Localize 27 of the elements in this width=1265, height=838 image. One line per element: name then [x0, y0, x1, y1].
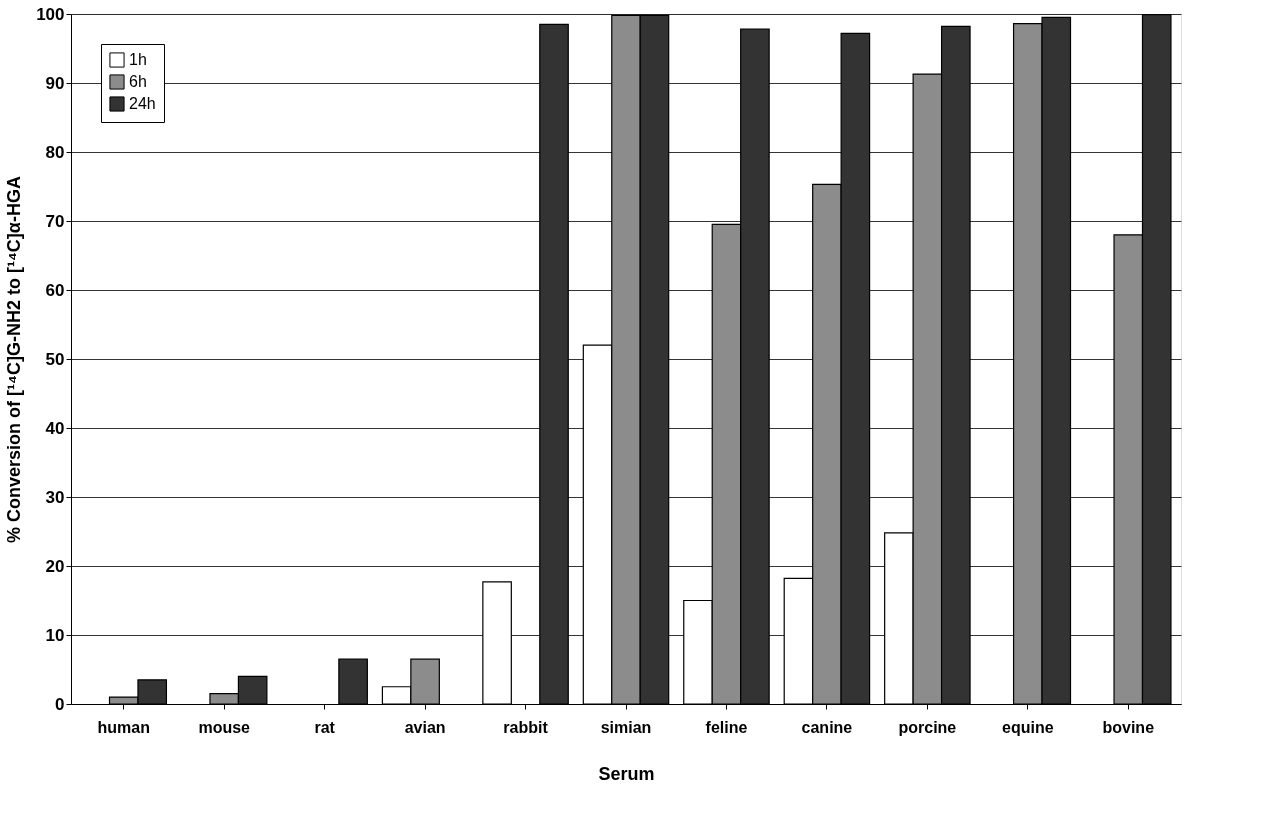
y-tick-label: 0	[55, 694, 65, 714]
y-tick-label: 10	[45, 625, 65, 645]
x-axis-title: Serum	[598, 763, 655, 784]
y-tick-label: 20	[45, 556, 65, 576]
y-tick-label: 40	[45, 418, 65, 438]
x-tick-label: canine	[801, 718, 853, 736]
x-tick-label: rat	[314, 718, 336, 736]
x-tick-label: simian	[600, 718, 652, 736]
x-tick-label: avian	[404, 718, 446, 736]
legend-label: 24h	[129, 95, 156, 112]
x-tick-label: feline	[705, 718, 748, 736]
x-tick-label: rabbit	[503, 718, 549, 736]
legend-label: 6h	[129, 73, 147, 90]
legend-label: 1h	[129, 51, 147, 68]
y-tick-label: 90	[45, 73, 65, 93]
x-tick-label: equine	[1002, 718, 1054, 736]
x-tick-label: human	[97, 718, 150, 736]
y-axis-title: % Conversion of [¹⁴C]G-NH2 to [¹⁴C]α-HGA	[4, 176, 25, 543]
x-tick-label: mouse	[198, 718, 251, 736]
x-tick-label: porcine	[898, 718, 957, 736]
y-tick-label: 60	[45, 280, 65, 300]
y-tick-label: 100	[36, 4, 65, 24]
x-tick-label: bovine	[1102, 718, 1155, 736]
y-tick-label: 70	[45, 211, 65, 231]
y-tick-label: 80	[45, 142, 65, 162]
y-tick-label: 50	[45, 349, 65, 369]
y-tick-label: 30	[45, 487, 65, 507]
